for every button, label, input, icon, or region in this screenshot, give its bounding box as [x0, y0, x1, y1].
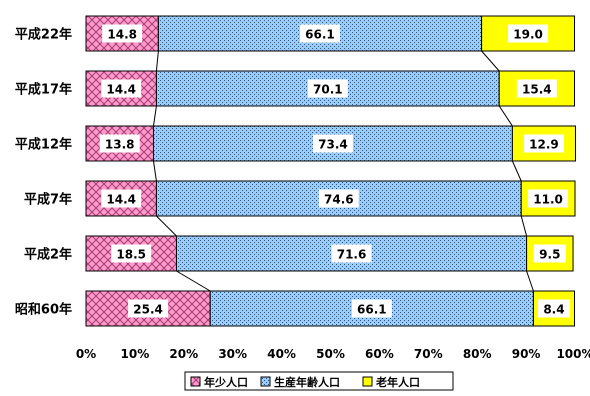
- category-label: 平成7年: [24, 192, 72, 208]
- data-label-box: [102, 24, 143, 43]
- data-label: 11.0: [533, 193, 563, 207]
- bar-segment: [152, 125, 513, 162]
- bar-segment: [175, 235, 528, 272]
- data-label-box: [537, 299, 570, 318]
- x-tick-label: 30%: [218, 347, 247, 361]
- x-tick-label: 0%: [76, 347, 96, 361]
- series-line: [176, 270, 211, 292]
- data-label: 8.4: [543, 303, 564, 317]
- data-label-box: [101, 189, 142, 208]
- data-label-box: [351, 299, 392, 318]
- series-line: [156, 215, 177, 237]
- legend-swatch: [190, 376, 201, 387]
- data-label-box: [128, 299, 169, 318]
- legend-swatch: [260, 376, 271, 387]
- data-label: 13.8: [105, 138, 135, 152]
- data-label: 14.8: [107, 28, 137, 42]
- x-tick-label: 50%: [316, 347, 345, 361]
- data-label: 66.1: [357, 303, 387, 317]
- data-label: 12.9: [529, 138, 559, 152]
- series-line: [511, 160, 522, 182]
- data-label: 73.4: [318, 138, 348, 152]
- data-label: 19.0: [513, 28, 543, 42]
- data-label-box: [516, 79, 557, 98]
- category-label: 平成12年: [15, 137, 72, 153]
- data-label: 25.4: [133, 303, 163, 317]
- data-label-box: [331, 244, 372, 263]
- x-tick-label: 100%: [556, 347, 590, 361]
- x-tick-label: 40%: [267, 347, 296, 361]
- data-label-box: [318, 189, 359, 208]
- series-line: [152, 160, 157, 182]
- data-label: 66.1: [305, 28, 335, 42]
- series-line: [526, 270, 534, 292]
- series-line: [152, 105, 157, 127]
- series-line: [520, 215, 528, 237]
- category-label: 平成17年: [15, 82, 72, 98]
- x-tick-label: 10%: [121, 347, 150, 361]
- data-label: 14.4: [106, 193, 136, 207]
- data-label: 74.6: [324, 193, 354, 207]
- data-label-box: [299, 24, 340, 43]
- x-tick-label: 80%: [463, 347, 492, 361]
- legend-swatch: [362, 376, 373, 387]
- data-label: 70.1: [313, 83, 343, 97]
- data-label: 15.4: [522, 83, 552, 97]
- data-label-box: [111, 244, 152, 263]
- series-line: [481, 50, 500, 72]
- legend-label: 年少人口: [204, 375, 248, 389]
- category-label: 平成22年: [15, 27, 72, 43]
- category-label: 平成2年: [24, 247, 72, 263]
- legend-box: [184, 371, 454, 391]
- series-line: [155, 50, 159, 72]
- series-line: [498, 105, 513, 127]
- data-label-box: [99, 134, 140, 153]
- legend-label: 生産年齢人口: [274, 375, 340, 389]
- data-label-box: [528, 189, 569, 208]
- data-label-box: [508, 24, 549, 43]
- x-tick-label: 20%: [169, 347, 198, 361]
- data-label: 71.6: [337, 248, 367, 262]
- data-label-box: [523, 134, 564, 153]
- data-label: 14.4: [106, 83, 136, 97]
- data-label-box: [533, 244, 566, 263]
- data-label: 9.5: [539, 248, 560, 262]
- data-label-box: [101, 79, 142, 98]
- x-tick-label: 70%: [414, 347, 443, 361]
- x-tick-label: 90%: [512, 347, 541, 361]
- legend-label: 老年人口: [375, 375, 420, 389]
- data-label-box: [307, 79, 348, 98]
- data-label: 18.5: [116, 248, 146, 262]
- category-label: 昭和60年: [15, 302, 72, 318]
- data-label-box: [312, 134, 353, 153]
- x-tick-label: 60%: [365, 347, 394, 361]
